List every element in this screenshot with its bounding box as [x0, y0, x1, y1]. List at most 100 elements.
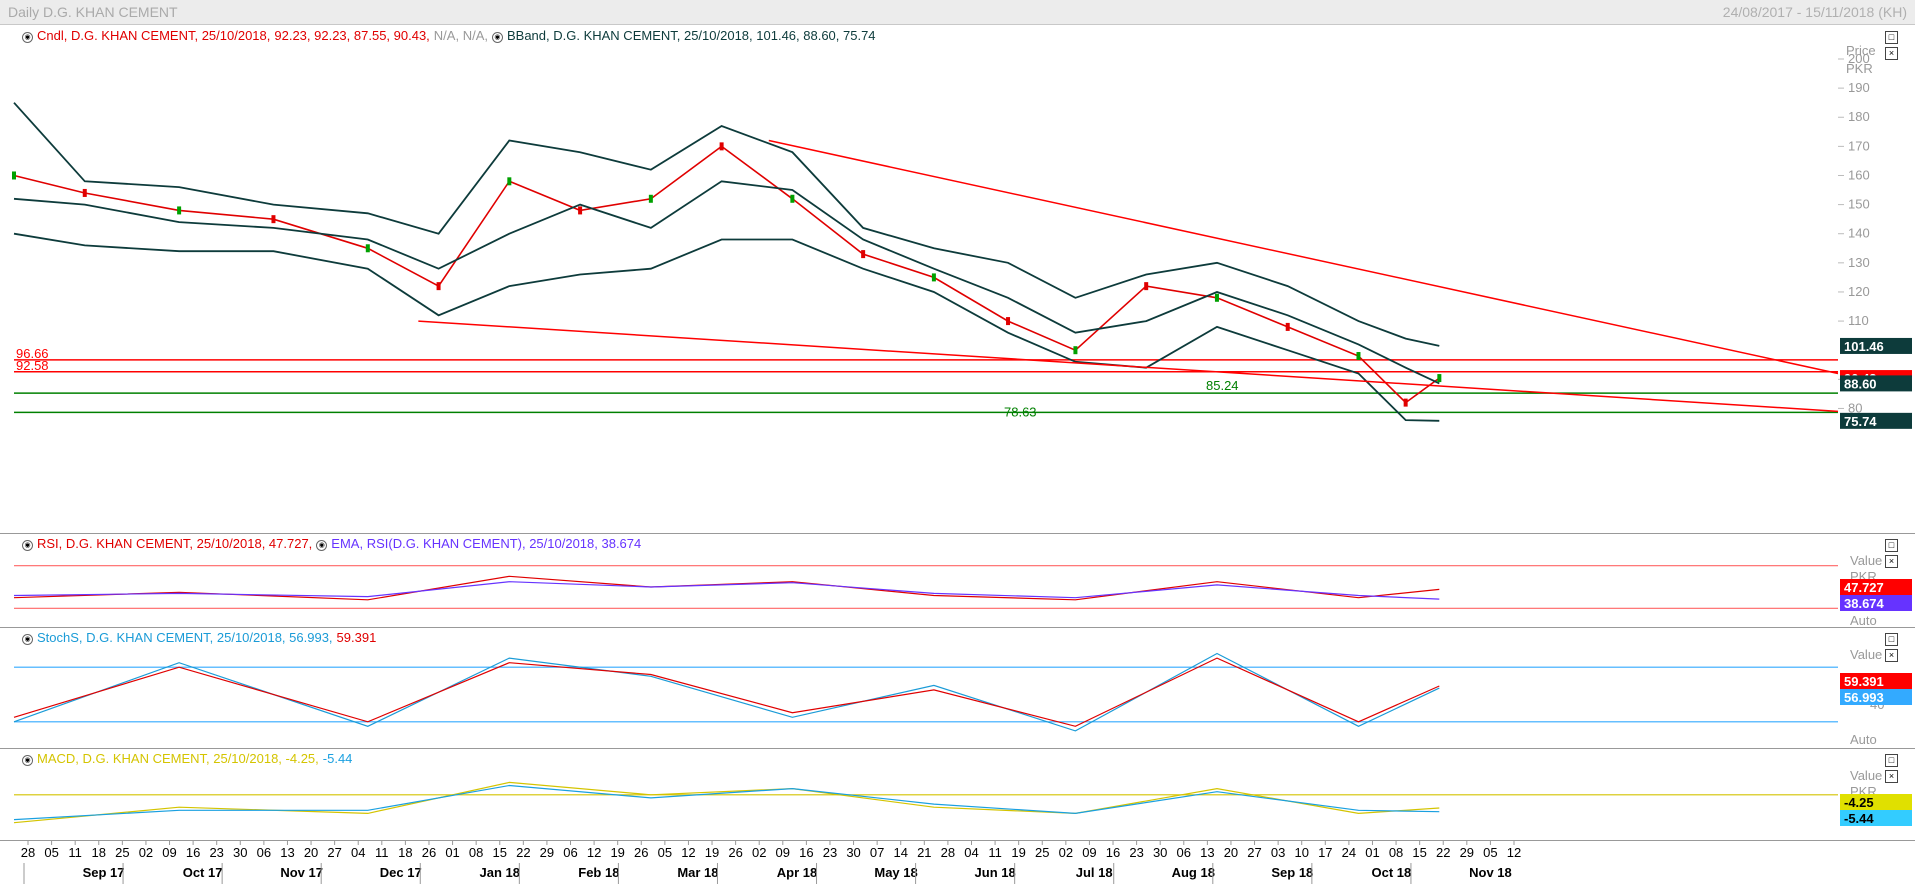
x-tick-label: 19	[610, 845, 624, 860]
legend-toggle-icon[interactable]: ◉	[22, 634, 33, 645]
month-label: Feb 18	[578, 865, 619, 880]
macd-chart[interactable]: -4.25-5.44	[0, 748, 1915, 840]
auto-scale-label[interactable]: Auto	[1850, 613, 1877, 628]
x-tick-label: 05	[658, 845, 672, 860]
x-tick-label: 07	[870, 845, 884, 860]
x-tick-label: 30	[1153, 845, 1167, 860]
x-tick-label: 18	[398, 845, 412, 860]
x-tick-label: 09	[162, 845, 176, 860]
legend-toggle-icon[interactable]: ◉	[491, 32, 503, 43]
x-tick-label: 09	[776, 845, 790, 860]
close-icon[interactable]: ×	[1885, 770, 1898, 783]
y-tick-label: 180	[1848, 109, 1870, 124]
candle-point	[1006, 317, 1011, 326]
candle-point	[1214, 293, 1219, 302]
candle-point	[1437, 374, 1442, 383]
y-tick-label: 160	[1848, 167, 1870, 182]
x-tick-label: 01	[1365, 845, 1379, 860]
panel-controls: □×	[1883, 28, 1911, 60]
rsi-panel[interactable]: ◉ RSI, D.G. KHAN CEMENT, 25/10/2018, 47.7…	[0, 533, 1915, 628]
candle-point	[177, 206, 182, 215]
legend-toggle-icon[interactable]: ◉	[22, 32, 33, 43]
axis-title: Value	[1850, 768, 1883, 783]
x-tick-label: 02	[752, 845, 766, 860]
x-tick-label: 23	[823, 845, 837, 860]
close-icon[interactable]: ×	[1885, 555, 1898, 568]
chart-titlebar: Daily D.G. KHAN CEMENT 24/08/2017 - 15/1…	[0, 0, 1915, 25]
date-axis-svg: 28 05 11 18 25 02 09 16 23 30 06 13 20 27 04 11 18 26 01 08…	[21, 841, 1521, 884]
x-tick-label: 15	[1412, 845, 1426, 860]
month-label: Mar 18	[677, 865, 718, 880]
candle-point	[1144, 282, 1149, 291]
x-tick-label: 16	[799, 845, 813, 860]
candle-point	[719, 142, 724, 151]
legend-toggle-icon[interactable]: ◉	[22, 755, 33, 766]
candle-point	[1285, 322, 1290, 331]
macd-panel[interactable]: ◉ MACD, D.G. KHAN CEMENT, 25/10/2018, -4.…	[0, 748, 1915, 840]
close-icon[interactable]: ×	[1885, 47, 1898, 60]
panel-controls: □×	[1883, 536, 1911, 568]
value-badge-text: 101.46	[1844, 339, 1884, 354]
price-legend: ◉ Cndl, D.G. KHAN CEMENT, 25/10/2018, 92.2…	[22, 28, 880, 43]
candle-point	[365, 244, 370, 253]
candle-point	[1403, 398, 1408, 407]
series-line-2	[13, 180, 1440, 385]
stoch-legend-text[interactable]: StochS, D.G. KHAN CEMENT, 25/10/2018, 56…	[37, 630, 333, 645]
price-chart[interactable]: 200190180170160150140130120110908096.669…	[0, 25, 1915, 533]
y-tick-label: 130	[1848, 255, 1870, 270]
month-label: Oct 17	[183, 865, 223, 880]
x-tick-label: 16	[1106, 845, 1120, 860]
cndl-values: 92.23, 92.23, 87.55, 90.43,	[274, 28, 430, 43]
x-tick-label: 06	[563, 845, 577, 860]
candle-point	[1356, 352, 1361, 361]
level-label: 78.63	[1004, 404, 1037, 419]
price-panel[interactable]: ◉ Cndl, D.G. KHAN CEMENT, 25/10/2018, 92.2…	[0, 25, 1915, 534]
x-tick-label: 28	[21, 845, 35, 860]
x-tick-label: 02	[139, 845, 153, 860]
stoch-panel[interactable]: ◉ StochS, D.G. KHAN CEMENT, 25/10/2018, 5…	[0, 627, 1915, 749]
legend-toggle-icon[interactable]: ◉	[22, 540, 33, 551]
cndl-legend[interactable]: Cndl, D.G. KHAN CEMENT, 25/10/2018,	[37, 28, 271, 43]
x-tick-label: 26	[422, 845, 436, 860]
x-tick-label: 12	[587, 845, 601, 860]
series-line-1	[13, 657, 1440, 727]
x-tick-label: 22	[516, 845, 530, 860]
x-tick-label: 11	[68, 845, 82, 860]
value-badge-text: 47.727	[1844, 580, 1884, 595]
candle-point	[790, 194, 795, 203]
month-label: Oct 18	[1372, 865, 1412, 880]
x-tick-label: 04	[964, 845, 978, 860]
auto-scale-label[interactable]: Auto	[1850, 732, 1877, 747]
series-line-0	[13, 652, 1440, 732]
bband-legend[interactable]: BBand, D.G. KHAN CEMENT, 25/10/2018, 101…	[506, 28, 876, 43]
candle-point	[12, 171, 16, 180]
x-tick-label: 20	[304, 845, 318, 860]
chart-title: Daily D.G. KHAN CEMENT	[8, 4, 178, 20]
y-tick-label: 190	[1848, 80, 1870, 95]
month-label: Jun 18	[975, 865, 1016, 880]
x-tick-label: 12	[681, 845, 695, 860]
close-icon[interactable]: ×	[1885, 649, 1898, 662]
trendline-lower	[418, 320, 1839, 413]
level-label: 92.58	[16, 358, 49, 373]
legend-toggle-icon[interactable]: ◉	[316, 540, 328, 551]
x-tick-label: 30	[846, 845, 860, 860]
value-badge-text: 38.674	[1844, 596, 1885, 611]
candle-point	[271, 215, 276, 224]
ema-legend-text[interactable]: EMA, RSI(D.G. KHAN CEMENT), 25/10/2018, …	[331, 536, 642, 551]
value-badge	[1840, 337, 1912, 354]
value-badge-text: 56.993	[1844, 690, 1884, 705]
x-tick-label: 19	[705, 845, 719, 860]
rsi-legend-text[interactable]: RSI, D.G. KHAN CEMENT, 25/10/2018, 47.72…	[37, 536, 313, 551]
month-label: Nov 17	[280, 865, 323, 880]
value-badge	[1840, 673, 1912, 689]
macd-legend-text[interactable]: MACD, D.G. KHAN CEMENT, 25/10/2018, -4.2…	[37, 751, 319, 766]
panel-controls: □×	[1883, 751, 1911, 783]
value-badge	[1840, 375, 1912, 392]
x-tick-label: 03	[1271, 845, 1285, 860]
date-axis[interactable]: 28 05 11 18 25 02 09 16 23 30 06 13 20 27 04 11 18 26 01 08…	[0, 840, 1915, 884]
x-tick-label: 26	[728, 845, 742, 860]
axis-title: Value	[1850, 553, 1883, 568]
